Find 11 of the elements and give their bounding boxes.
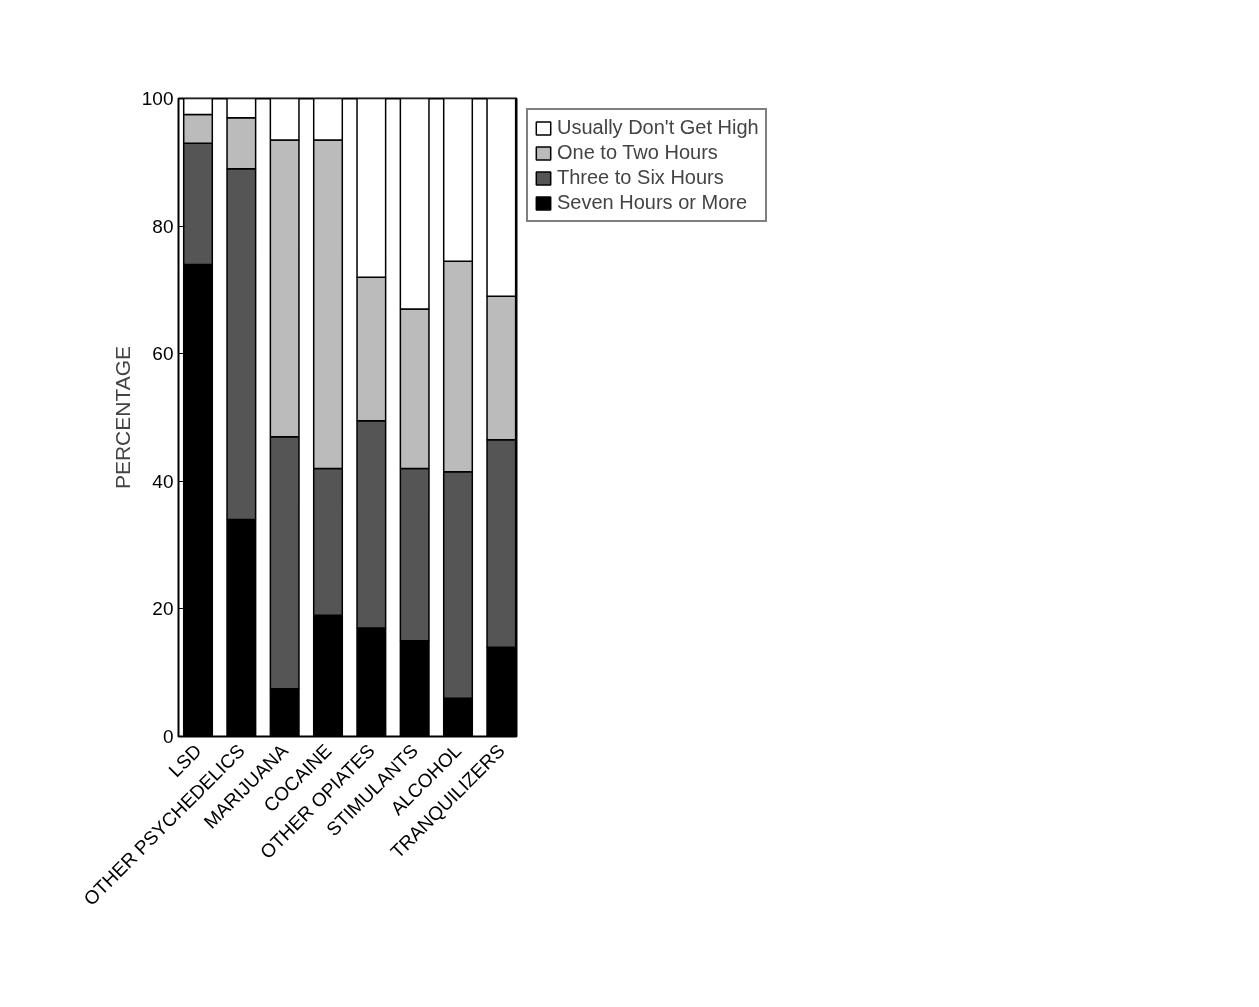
y-axis-title: PERCENTAGE: [110, 345, 134, 490]
legend-label: Seven Hours or More: [557, 191, 748, 214]
y-tick-label: 100: [141, 88, 174, 109]
y-tick-label: 60: [152, 343, 174, 365]
legend-label: One to Two Hours: [557, 141, 718, 164]
legend-label: Three to Six Hours: [557, 166, 724, 189]
legend-label: Usually Don't Get High: [557, 116, 759, 139]
y-tick-label: 0: [162, 726, 174, 747]
y-tick-label: 80: [152, 215, 174, 237]
y-tick-label: 20: [152, 598, 174, 620]
y-tick-label: 40: [152, 470, 174, 492]
